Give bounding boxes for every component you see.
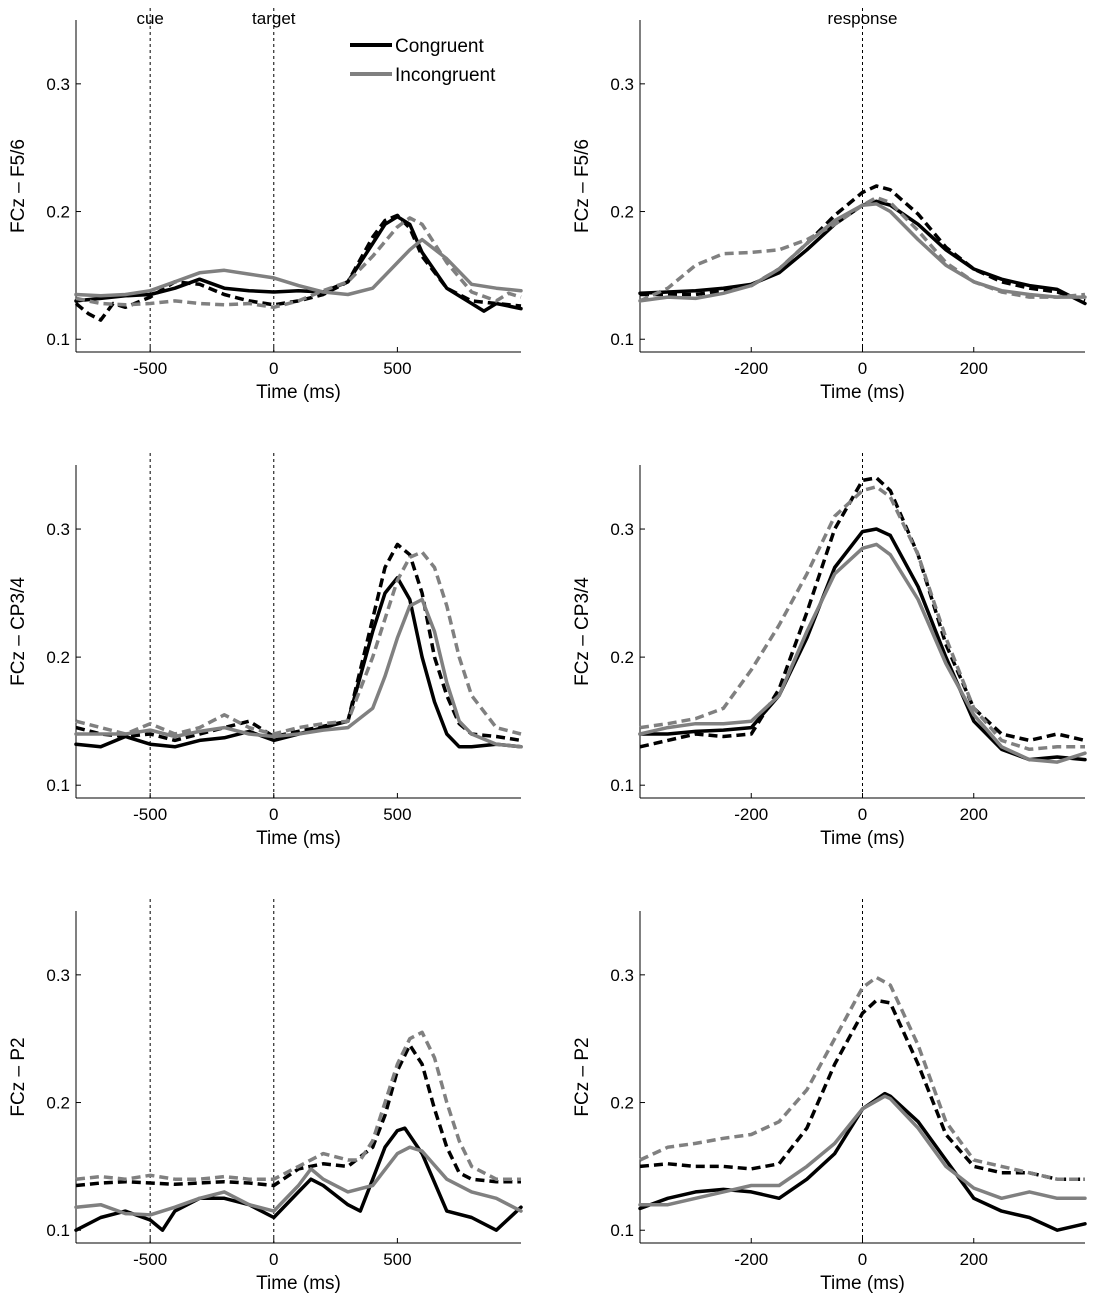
x-tick-label: -200	[734, 1250, 768, 1269]
y-tick-label: 0.3	[46, 966, 70, 985]
y-tick-label: 0.1	[46, 1221, 70, 1240]
y-tick-label: 0.1	[46, 776, 70, 795]
x-tick-label: -500	[133, 805, 167, 824]
series-incongruent-solid	[74, 237, 523, 298]
x-tick-label: 200	[960, 1250, 988, 1269]
series-incongruent-dashed	[75, 216, 522, 310]
x-tick-label: 0	[269, 1250, 278, 1269]
x-tick-label: 200	[960, 359, 988, 378]
x-tick-label: 500	[383, 1250, 411, 1269]
x-tick-label: 0	[858, 359, 867, 378]
y-tick-label: 0.3	[610, 520, 634, 539]
y-tick-label: 0.2	[610, 1094, 634, 1113]
x-tick-label: 500	[383, 359, 411, 378]
y-axis-label: FCz – CP3/4	[572, 577, 593, 686]
event-marker-label: target	[252, 9, 296, 28]
y-tick-label: 0.3	[610, 75, 634, 94]
y-tick-label: 0.2	[610, 648, 634, 667]
x-tick-label: -200	[734, 805, 768, 824]
event-marker-label: response	[828, 9, 898, 28]
series-congruent-solid	[74, 214, 523, 313]
x-axis-label: Time (ms)	[820, 1273, 905, 1294]
legend-label-congruent: Congruent	[395, 36, 484, 57]
series-incongruent-dashed	[639, 195, 1086, 303]
series-congruent-solid	[638, 199, 1087, 306]
y-axis-label: FCz – P2	[572, 1037, 593, 1116]
y-axis-label: FCz – F5/6	[572, 139, 593, 233]
panel-cue-f56: 0.1 0.2 0.3 -500 0 500 Time (ms) FCz – F5/6 cue t…	[8, 8, 523, 403]
x-tick-label: 0	[858, 805, 867, 824]
series-congruent-dashed	[75, 1043, 521, 1188]
x-axis-label: Time (ms)	[256, 828, 341, 849]
series-congruent-dashed	[639, 476, 1086, 749]
y-axis-label: FCz – CP3/4	[8, 577, 29, 686]
series-incongruent-solid	[638, 542, 1087, 764]
series-congruent-solid	[638, 1091, 1087, 1232]
series-congruent-dashed	[639, 998, 1085, 1181]
y-tick-label: 0.2	[46, 203, 70, 222]
series-incongruent-solid	[74, 597, 523, 749]
x-tick-label: 0	[269, 805, 278, 824]
x-tick-label: -500	[133, 1250, 167, 1269]
series-congruent-solid	[74, 1126, 523, 1232]
y-tick-label: 0.2	[610, 203, 634, 222]
panel-resp-f56: 0.1 0.2 0.3 -200 0 200 Time (ms) FCz – F5/6 resp…	[572, 8, 1087, 403]
x-tick-label: 0	[269, 359, 278, 378]
event-marker-label: cue	[136, 9, 163, 28]
x-axis-label: Time (ms)	[256, 382, 341, 403]
panel-cue-p2: 0.1 0.2 0.3 -500 0 500 Time (ms) FCz – P2	[8, 899, 523, 1294]
y-axis-label: FCz – F5/6	[8, 139, 29, 233]
legend: Congruent Incongruent	[350, 36, 496, 86]
y-tick-label: 0.2	[46, 648, 70, 667]
y-tick-label: 0.1	[610, 776, 634, 795]
panel-cue-cp34: 0.1 0.2 0.3 -500 0 500 Time (ms) FCz – CP3/4	[8, 453, 523, 849]
series-incongruent-solid	[74, 1145, 523, 1217]
x-axis-label: Time (ms)	[820, 382, 905, 403]
y-tick-label: 0.2	[46, 1094, 70, 1113]
x-tick-label: 500	[383, 805, 411, 824]
series-incongruent-dashed	[75, 550, 522, 736]
y-tick-label: 0.1	[46, 330, 70, 349]
x-tick-label: -500	[133, 359, 167, 378]
series-incongruent-dashed	[639, 975, 1085, 1181]
y-tick-label: 0.3	[46, 520, 70, 539]
y-tick-label: 0.3	[610, 966, 634, 985]
y-tick-label: 0.1	[610, 330, 634, 349]
series-congruent-solid	[638, 527, 1087, 762]
x-tick-label: -200	[734, 359, 768, 378]
x-axis-label: Time (ms)	[256, 1273, 341, 1294]
series-congruent-solid	[74, 575, 523, 749]
panel-resp-p2: 0.1 0.2 0.3 -200 0 200 Time (ms) FCz – P2	[572, 899, 1087, 1294]
y-axis-label: FCz – P2	[8, 1037, 29, 1116]
series-incongruent-solid	[638, 1094, 1087, 1207]
y-tick-label: 0.1	[610, 1221, 634, 1240]
x-tick-label: 200	[960, 805, 988, 824]
x-axis-label: Time (ms)	[820, 828, 905, 849]
series-incongruent-dashed	[639, 485, 1085, 752]
panel-resp-cp34: 0.1 0.2 0.3 -200 0 200 Time (ms) FCz – CP3/4	[572, 453, 1087, 849]
series-incongruent-dashed	[75, 1030, 521, 1181]
x-tick-label: 0	[858, 1250, 867, 1269]
legend-label-incongruent: Incongruent	[395, 65, 496, 86]
y-tick-label: 0.3	[46, 75, 70, 94]
